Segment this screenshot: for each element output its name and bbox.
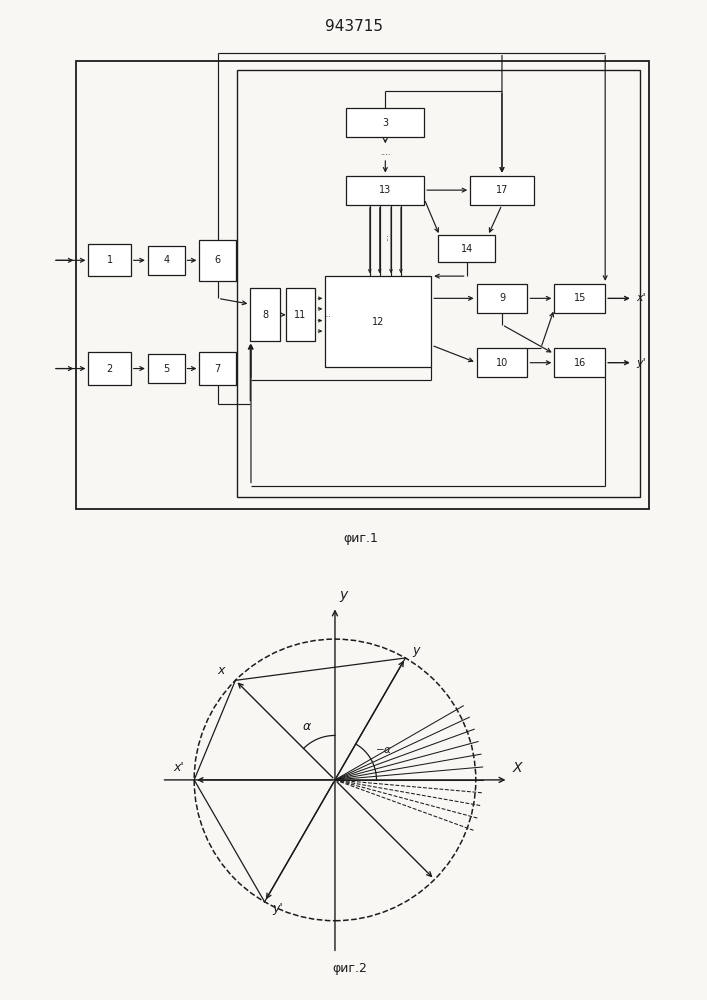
FancyBboxPatch shape xyxy=(477,348,527,377)
FancyBboxPatch shape xyxy=(438,235,495,262)
FancyBboxPatch shape xyxy=(250,288,280,341)
FancyBboxPatch shape xyxy=(148,246,185,275)
Text: y: y xyxy=(413,644,420,657)
Text: y: y xyxy=(339,588,348,602)
Text: φиг.2: φиг.2 xyxy=(332,962,367,975)
Text: x': x' xyxy=(636,293,646,303)
Text: $\alpha$: $\alpha$ xyxy=(303,720,312,733)
Text: 15: 15 xyxy=(573,293,586,303)
FancyBboxPatch shape xyxy=(325,276,431,367)
Text: ...: ... xyxy=(322,310,331,319)
Text: 13: 13 xyxy=(379,185,392,195)
Text: 3: 3 xyxy=(382,118,388,128)
Text: 17: 17 xyxy=(496,185,508,195)
Text: 16: 16 xyxy=(573,358,586,368)
Text: 11: 11 xyxy=(294,310,307,320)
Text: 6: 6 xyxy=(215,255,221,265)
Text: $-\alpha$: $-\alpha$ xyxy=(375,745,392,755)
Text: 2: 2 xyxy=(107,364,112,374)
FancyBboxPatch shape xyxy=(199,240,236,281)
Text: 1: 1 xyxy=(107,255,112,265)
Text: 4: 4 xyxy=(163,255,169,265)
Text: 14: 14 xyxy=(460,244,473,254)
Text: 7: 7 xyxy=(215,364,221,374)
FancyBboxPatch shape xyxy=(199,352,236,385)
Text: y': y' xyxy=(272,902,283,915)
FancyBboxPatch shape xyxy=(286,288,315,341)
Text: ...: ... xyxy=(381,233,390,241)
Text: 8: 8 xyxy=(262,310,268,320)
FancyBboxPatch shape xyxy=(477,284,527,313)
Text: x': x' xyxy=(173,761,184,774)
Text: 9: 9 xyxy=(499,293,505,303)
FancyBboxPatch shape xyxy=(470,176,534,205)
Text: X: X xyxy=(513,761,522,775)
Text: 943715: 943715 xyxy=(325,19,382,34)
FancyBboxPatch shape xyxy=(346,108,424,137)
Text: ....: .... xyxy=(380,148,390,157)
Text: φиг.1: φиг.1 xyxy=(343,532,378,545)
Text: x: x xyxy=(218,664,225,677)
FancyBboxPatch shape xyxy=(88,352,131,385)
FancyBboxPatch shape xyxy=(554,284,605,313)
Text: 5: 5 xyxy=(163,364,169,374)
Text: y': y' xyxy=(636,358,646,368)
FancyBboxPatch shape xyxy=(88,244,131,276)
FancyBboxPatch shape xyxy=(346,176,424,205)
FancyBboxPatch shape xyxy=(148,354,185,383)
Text: 12: 12 xyxy=(372,317,385,327)
Text: 10: 10 xyxy=(496,358,508,368)
FancyBboxPatch shape xyxy=(554,348,605,377)
